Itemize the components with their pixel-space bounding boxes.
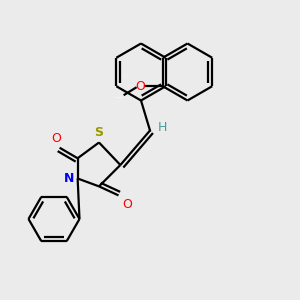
Text: methoxy: methoxy — [128, 85, 134, 86]
Text: methyl: methyl — [117, 96, 122, 98]
Text: S: S — [94, 126, 103, 139]
Text: O: O — [135, 80, 145, 93]
Text: methoxy: methoxy — [118, 96, 125, 98]
Text: methoxy: methoxy — [116, 96, 122, 98]
Text: N: N — [64, 172, 75, 185]
Text: O: O — [51, 132, 61, 145]
Text: H: H — [158, 121, 167, 134]
Text: methoxy: methoxy — [124, 76, 130, 77]
Text: O: O — [122, 198, 132, 212]
